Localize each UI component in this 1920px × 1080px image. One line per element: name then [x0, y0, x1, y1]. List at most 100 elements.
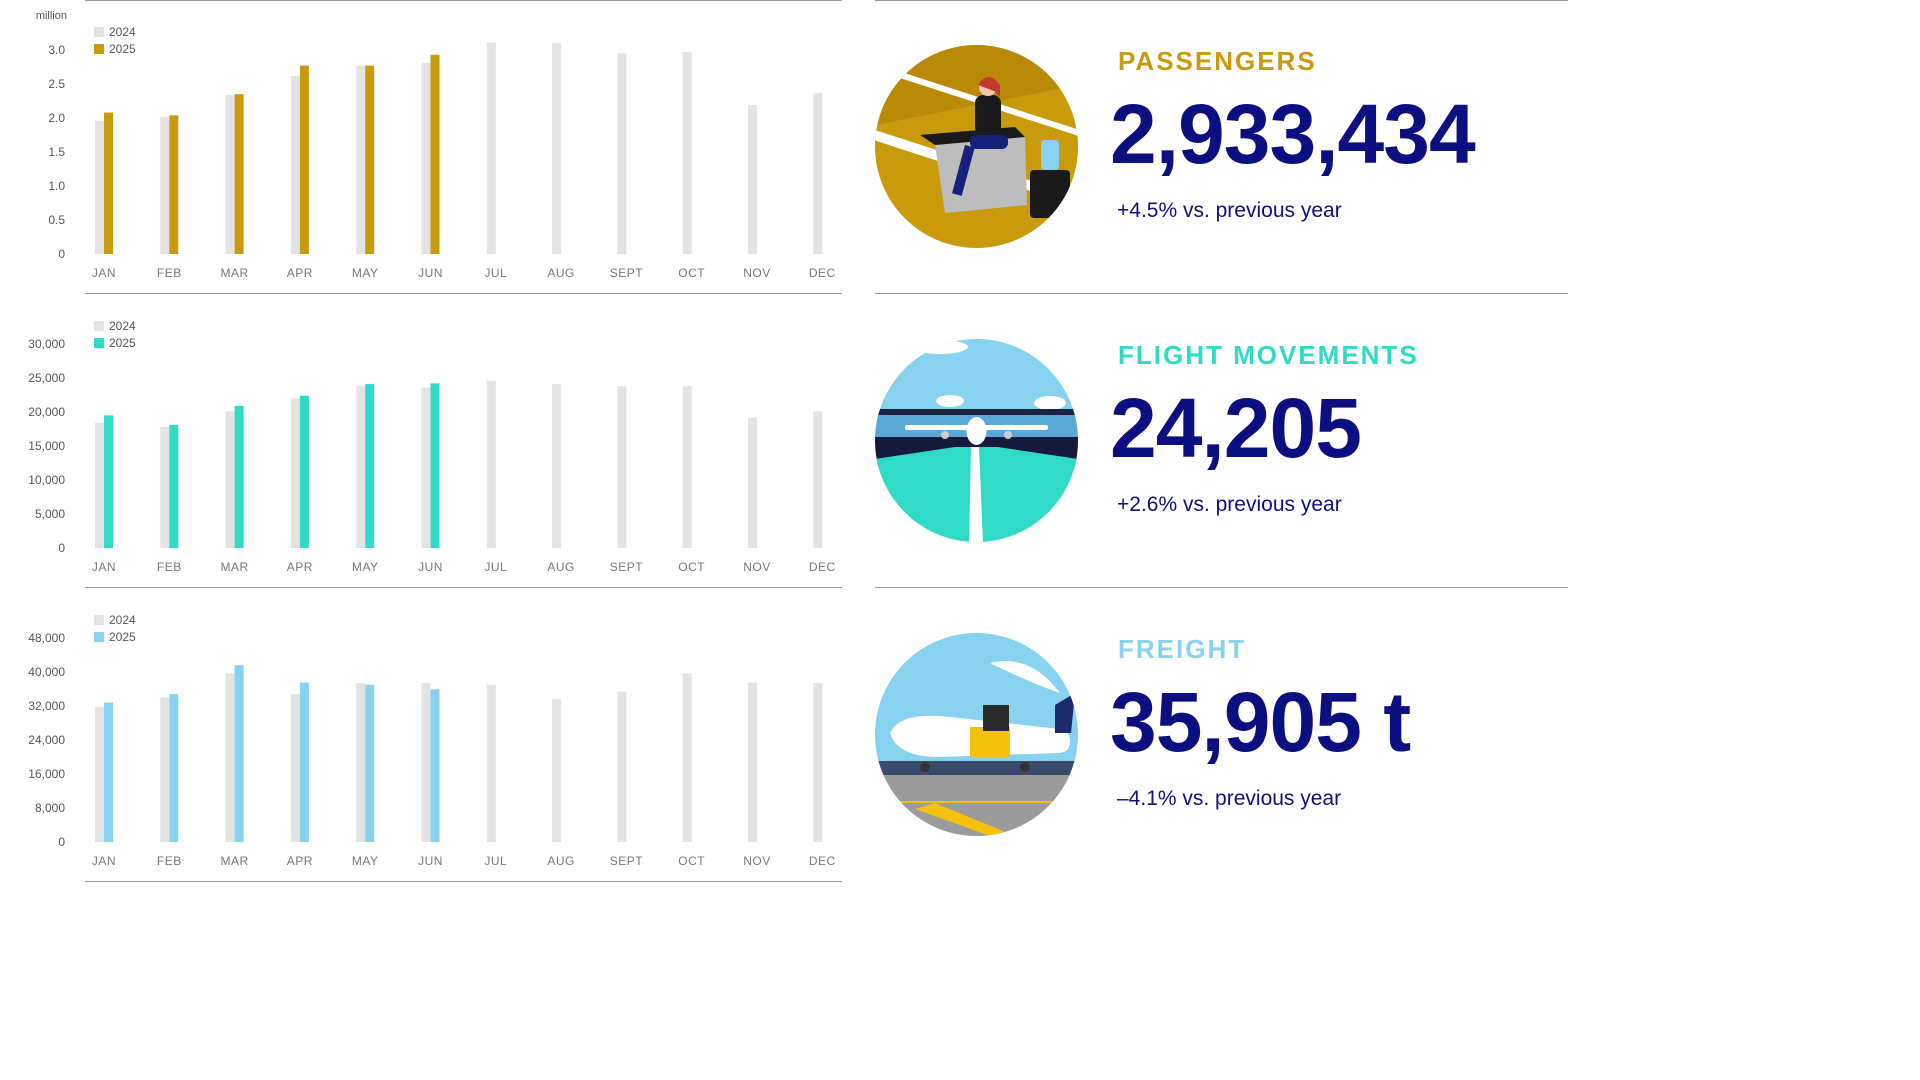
freight-value: 35,905 t: [1110, 675, 1411, 769]
bar-2025-jan: [104, 702, 113, 842]
bar-2024-dec: [813, 411, 823, 548]
y-tick-label: 25,000: [28, 371, 65, 385]
legend-label-2024: 2024: [109, 25, 136, 39]
top-rule-left: [85, 0, 842, 1]
x-tick-label: MAR: [221, 266, 249, 280]
y-tick-label: 24,000: [28, 733, 65, 747]
bar-2025-may: [365, 684, 375, 842]
bar-2024-apr: [290, 398, 300, 548]
x-tick-label: MAY: [352, 560, 379, 574]
bar-2025-apr: [299, 65, 309, 254]
bar-2024-may: [356, 683, 366, 842]
bar-2024-mar: [225, 94, 235, 254]
x-tick-label: MAY: [352, 854, 379, 868]
x-tick-label: APR: [287, 560, 313, 574]
bar-2025-jun: [430, 54, 440, 255]
x-tick-label: JAN: [92, 854, 116, 868]
bar-2024-jan: [95, 706, 104, 842]
bottom-rule-left: [85, 881, 842, 882]
bar-2024-jul: [486, 42, 496, 254]
x-tick-label: APR: [287, 266, 313, 280]
bar-2024-aug: [552, 384, 562, 548]
bar-2024-may: [356, 386, 366, 548]
bar-2025-may: [365, 65, 375, 254]
x-tick-label: MAR: [221, 560, 249, 574]
legend-swatch-2025: [94, 44, 104, 54]
x-tick-label: MAY: [352, 266, 379, 280]
bar-2024-jun: [421, 387, 431, 548]
bar-2024-jan: [95, 120, 104, 254]
passengers-stat-panel: PASSENGERS 2,933,434 +4.5% vs. previous …: [875, 0, 1568, 294]
legend-swatch-2024: [94, 27, 104, 37]
x-tick-label: OCT: [678, 266, 705, 280]
x-tick-label: JUN: [418, 560, 443, 574]
cargo-plane-loading-illustration: [875, 633, 1078, 836]
bar-2025-mar: [234, 665, 244, 842]
top-rule-right: [875, 0, 1568, 1]
legend-swatch-2025: [94, 632, 104, 642]
x-tick-label: SEPT: [610, 560, 644, 574]
y-tick-label: 0: [58, 247, 65, 261]
y-tick-label: 1.5: [48, 145, 65, 159]
row-divider-right-2: [875, 587, 1568, 588]
y-tick-label: 3.0: [48, 43, 65, 57]
bar-2025-jan: [104, 415, 113, 548]
row-divider-right: [875, 293, 1568, 294]
x-tick-label: DEC: [809, 266, 836, 280]
y-tick-label: 0: [58, 541, 65, 555]
y-tick-label: 10,000: [28, 473, 65, 487]
freight-change: –4.1% vs. previous year: [1117, 787, 1342, 810]
bar-2024-aug: [552, 43, 562, 255]
x-tick-label: JUL: [484, 266, 507, 280]
flights-chart: 0 5,000 10,000 15,000 20,000 25,000 30,000 2024…: [0, 294, 850, 588]
y-tick-label: 40,000: [28, 665, 65, 679]
passengers-change: +4.5% vs. previous year: [1117, 199, 1342, 222]
bar-2024-jul: [486, 684, 496, 842]
x-tick-label: MAR: [221, 854, 249, 868]
bar-2024-mar: [225, 411, 235, 548]
freight-bar-chart: 0 8,000 16,000 24,000 32,000 40,000 48,000 2024…: [28, 613, 835, 868]
bar-2025-mar: [234, 405, 244, 548]
y-tick-label: 2.0: [48, 111, 65, 125]
passengers-bar-chart: 0 0.5 1.0 1.5 2.0 2.5 3.0 million 2024 2025 JAN FEB…: [36, 10, 836, 280]
bar-2024-mar: [225, 673, 235, 842]
bar-2024-oct: [682, 386, 692, 548]
bar-2025-jun: [430, 383, 440, 548]
bar-2025-apr: [299, 682, 309, 842]
x-tick-label: JAN: [92, 266, 116, 280]
bar-2025-apr: [299, 395, 309, 548]
flights-change: +2.6% vs. previous year: [1117, 493, 1342, 516]
x-tick-label: FEB: [157, 266, 182, 280]
passengers-title: PASSENGERS: [1118, 46, 1317, 76]
x-tick-label: OCT: [678, 560, 705, 574]
y-tick-label: 30,000: [28, 337, 65, 351]
y-tick-label: 0.5: [48, 213, 65, 227]
legend-swatch-2024: [94, 321, 104, 331]
x-tick-label: NOV: [743, 560, 771, 574]
row-divider-left: [85, 293, 842, 294]
row-divider-left-2: [85, 587, 842, 588]
bar-2024-nov: [748, 105, 757, 254]
y-tick-label: 1.0: [48, 179, 65, 193]
flights-title: FLIGHT MOVEMENTS: [1118, 340, 1419, 370]
flights-bar-chart: 0 5,000 10,000 15,000 20,000 25,000 30,000 2024…: [28, 319, 835, 574]
bar-2024-feb: [160, 426, 170, 548]
bar-2025-jan: [104, 112, 113, 254]
bar-2024-nov: [748, 682, 757, 842]
bar-2024-feb: [160, 116, 170, 254]
freight-title: FREIGHT: [1118, 634, 1247, 664]
y-tick-label: 48,000: [28, 631, 65, 645]
bar-2024-oct: [682, 673, 692, 842]
y-tick-label: 2.5: [48, 77, 65, 91]
legend-label-2025: 2025: [109, 336, 136, 350]
freight-chart: 0 8,000 16,000 24,000 32,000 40,000 48,000 2024…: [0, 588, 850, 882]
y-tick-label: 15,000: [28, 439, 65, 453]
y-tick-label: 32,000: [28, 699, 65, 713]
bar-2025-feb: [169, 424, 179, 548]
x-tick-label: APR: [287, 854, 313, 868]
bar-2024-nov: [748, 417, 757, 548]
bar-2024-apr: [290, 75, 300, 254]
bar-2024-sept: [617, 53, 627, 255]
legend-label-2024: 2024: [109, 613, 136, 627]
legend-label-2025: 2025: [109, 630, 136, 644]
